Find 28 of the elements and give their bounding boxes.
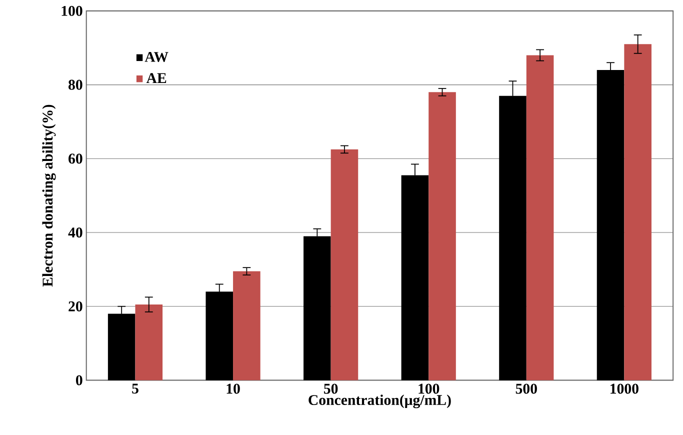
x-tick-label: 100 [418,384,440,394]
bar [304,236,331,380]
y-tick-label: 0 [76,375,82,386]
bar [596,70,624,380]
y-tick-label: 80 [68,80,82,90]
bar [401,175,429,380]
y-tick-label: 20 [68,301,82,312]
x-tick-label: 1000 [610,384,638,394]
bar [135,304,163,380]
y-tick-label: 60 [68,154,82,164]
bar [499,96,526,380]
bar [624,44,652,380]
bar [526,55,554,380]
bar [330,149,358,380]
x-tick-label: 500 [516,384,537,394]
x-tick-label: 5 [132,384,138,394]
x-tick-label: 50 [324,384,338,394]
bar [428,92,456,380]
y-axis-title: Electron donating ability(%) [42,104,56,287]
bar [233,271,260,380]
y-tick-label: 40 [68,228,82,238]
x-tick-label: 10 [226,384,240,394]
legend-label: AW [144,52,168,62]
y-tick-label: 100 [62,6,82,16]
x-axis-title: Concentration(μg/mL) [308,394,451,408]
bar [206,292,234,380]
legend-label: AE [146,73,166,84]
bar [108,314,136,380]
